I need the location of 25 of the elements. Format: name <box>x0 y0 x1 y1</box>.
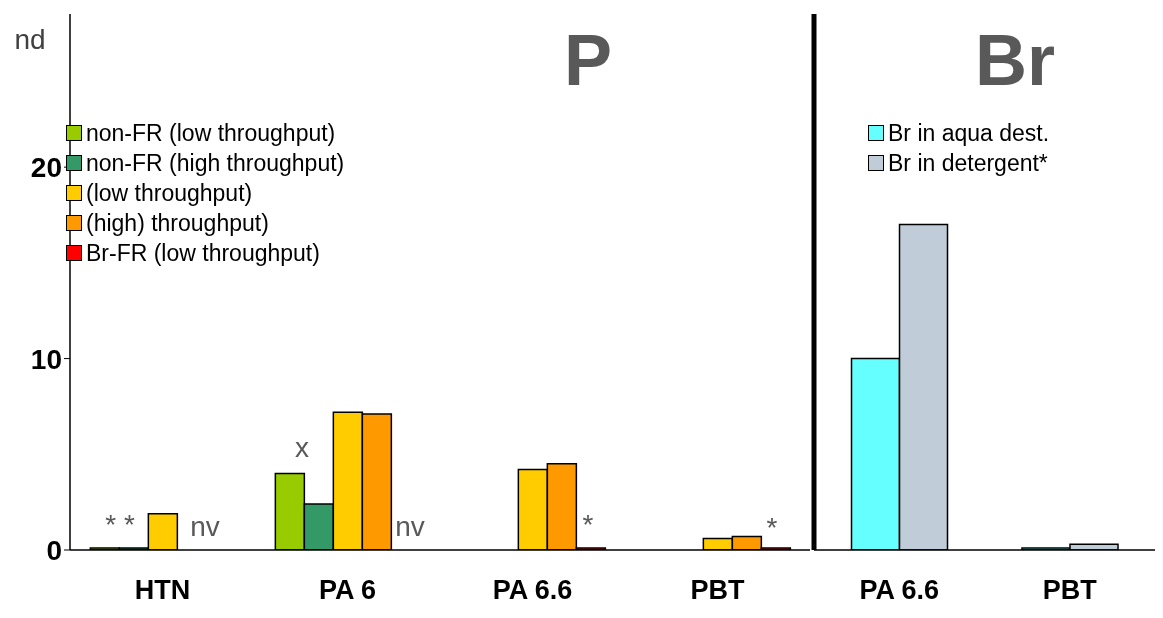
legend-label: (low throughput) <box>86 179 253 207</box>
annotation: * * <box>105 509 135 541</box>
x-tick-label: PBT <box>1042 575 1098 606</box>
legend-label: Br in detergent* <box>888 149 1048 177</box>
annotation: nv <box>190 511 220 543</box>
annotation: * <box>582 509 594 541</box>
x-tick-label: PA 6.6 <box>492 575 573 606</box>
chart-title: Br <box>974 19 1056 102</box>
y-tick-label: 10 <box>30 343 62 375</box>
y-tick-label: 0 <box>46 534 62 566</box>
x-tick-label: PBT <box>690 575 746 606</box>
x-tick-label: HTN <box>134 575 191 606</box>
text: nd <box>14 24 46 56</box>
legend-label: (high) throughput) <box>86 209 269 237</box>
y-tick-label: 20 <box>30 152 62 184</box>
x-tick-label: PA 6 <box>318 575 377 606</box>
legend-label: non-FR (high throughput) <box>86 149 345 177</box>
x-tick-label: PA 6.6 <box>859 575 940 606</box>
chart-title: P <box>563 19 613 102</box>
annotation: x <box>295 432 309 464</box>
legend-label: non-FR (low throughput) <box>86 119 336 147</box>
legend-label: Br-FR (low throughput) <box>86 239 320 267</box>
annotation: * <box>766 512 778 544</box>
legend-label: Br in aqua dest. <box>888 119 1050 147</box>
annotation: nv <box>395 511 425 543</box>
